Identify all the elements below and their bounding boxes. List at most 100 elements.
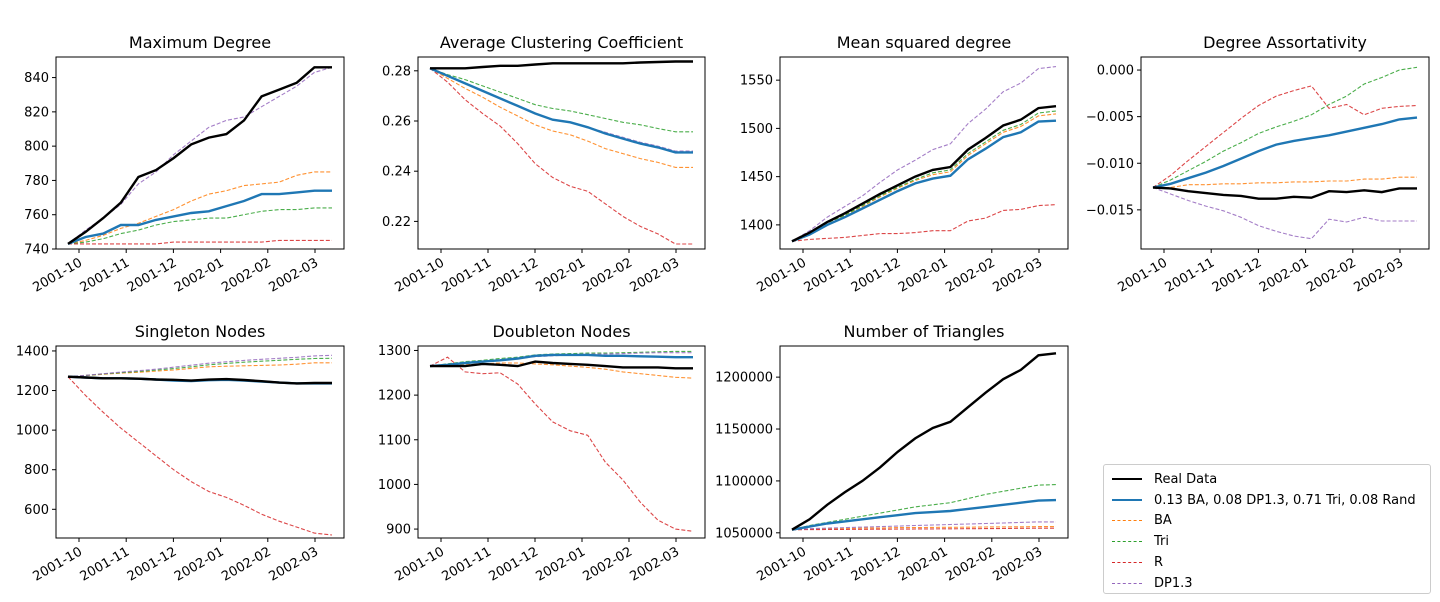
series-line-dp: [791, 66, 1057, 242]
x-tick-label: 2002-03: [990, 544, 1045, 584]
x-tick-label: 2002-01: [172, 544, 227, 584]
legend-label: DP1.3: [1154, 575, 1193, 591]
y-tick-label: 800: [24, 463, 49, 478]
x-tick-label: 2002-02: [219, 255, 274, 295]
legend-item: Real Data: [1112, 469, 1422, 490]
plot-frame: [779, 56, 1069, 250]
y-tick-label: −0.010: [1086, 157, 1134, 172]
series-line-r: [791, 527, 1056, 531]
y-tick-label: 1500: [740, 122, 773, 137]
x-tick-label: 2001-10: [1115, 255, 1170, 295]
legend-item: Tri: [1112, 531, 1422, 552]
x-tick-label: 2002-01: [896, 255, 951, 295]
y-tick-label: 820: [24, 105, 49, 120]
x-tick-label: 2001-10: [754, 544, 809, 584]
series-line-real: [430, 360, 693, 370]
plot-frame: [779, 345, 1069, 539]
x-tick-label: 2001-11: [439, 544, 494, 584]
x-tick-label: 2001-10: [392, 544, 447, 584]
x-tick-label: 2001-11: [439, 255, 494, 295]
x-tick-label: 2001-12: [849, 255, 904, 295]
x-tick-label: 2001-12: [1210, 255, 1265, 295]
legend-label: Tri: [1154, 534, 1169, 550]
x-tick-label: 2001-11: [78, 544, 133, 584]
series-line-real: [67, 375, 332, 385]
x-tick-label: 2002-03: [1351, 255, 1406, 295]
series-line-mix: [429, 67, 693, 154]
series-line-mix: [1152, 116, 1418, 189]
series-line-dp: [1152, 186, 1417, 240]
legend: Real Data 0.13 BA, 0.08 DP1.3, 0.71 Tri, …: [1103, 464, 1431, 594]
chart-panel: Singleton Nodes 600 800 1000 1200 1400 2001-10…: [16, 322, 345, 585]
y-tick-label: 760: [24, 208, 49, 223]
legend-swatch: [1112, 582, 1142, 584]
series-line-dp: [67, 354, 333, 378]
x-tick-label: 2001-12: [125, 544, 180, 584]
legend-label: R: [1154, 555, 1164, 571]
y-tick-label: 1100000: [715, 474, 773, 489]
x-tick-label: 2001-11: [78, 255, 133, 295]
x-tick-label: 2001-12: [849, 544, 904, 584]
x-tick-label: 2002-02: [1304, 255, 1359, 295]
x-tick-label: 2001-10: [30, 544, 85, 584]
y-tick-label: 0.28: [382, 64, 411, 79]
series-line-ba: [67, 362, 332, 378]
x-tick-label: 2002-02: [219, 544, 274, 584]
legend-swatch: [1112, 499, 1142, 502]
x-tick-label: 2002-02: [943, 544, 998, 584]
chart-panel: Average Clustering Coefficient 0.22 0.24 0.…: [382, 33, 706, 296]
series-line-mix: [429, 353, 693, 368]
series-line-tri: [791, 110, 1057, 242]
series-line-mix: [791, 498, 1057, 531]
y-tick-label: 0.000: [1097, 64, 1134, 79]
series-line-real: [791, 105, 1057, 243]
series-line-r: [1152, 85, 1418, 188]
x-tick-label: 2001-11: [802, 255, 857, 295]
chart-title: Average Clustering Coefficient: [440, 33, 683, 52]
x-tick-label: 2002-01: [533, 255, 588, 295]
x-tick-label: 2002-03: [627, 255, 682, 295]
y-tick-label: 1000: [378, 478, 411, 493]
legend-item: 0.13 BA, 0.08 DP1.3, 0.71 Tri, 0.08 Rand: [1112, 490, 1422, 511]
legend-swatch: [1112, 478, 1142, 481]
y-tick-label: 1200: [16, 384, 49, 399]
x-tick-label: 2001-12: [125, 255, 180, 295]
x-tick-label: 2002-01: [1257, 255, 1312, 295]
x-tick-label: 2002-03: [627, 544, 682, 584]
chart-title: Singleton Nodes: [135, 322, 266, 341]
series-line-r: [791, 204, 1057, 242]
y-tick-label: 740: [24, 243, 49, 258]
series-line-r: [68, 239, 332, 245]
series-line-real: [791, 352, 1057, 531]
x-tick-label: 2002-02: [943, 255, 998, 295]
series-line-real: [430, 60, 693, 70]
x-tick-label: 2002-03: [990, 255, 1045, 295]
series-line-ba: [791, 526, 1056, 531]
legend-swatch: [1112, 520, 1142, 522]
y-tick-label: 600: [24, 503, 49, 518]
x-tick-label: 2002-03: [266, 544, 321, 584]
legend-swatch: [1112, 562, 1142, 564]
x-tick-label: 2001-10: [30, 255, 85, 295]
y-tick-label: 0.26: [382, 115, 411, 130]
y-tick-label: 1450: [740, 170, 773, 185]
series-line-ba: [429, 67, 693, 168]
series-line-real: [67, 66, 332, 245]
y-tick-label: 800: [24, 140, 49, 155]
chart-panel: Mean squared degree 1400 1450 1500 1550 2001-…: [740, 33, 1069, 296]
series-line-r: [429, 356, 694, 532]
legend-item: DP1.3: [1112, 573, 1422, 594]
chart-panel: Doubleton Nodes 900 1000 1100 1200 1300 2001-1…: [378, 322, 706, 585]
y-tick-label: 1300: [378, 344, 411, 359]
x-tick-label: 2001-12: [486, 544, 541, 584]
series-line-r: [429, 67, 693, 245]
y-tick-label: 0.24: [382, 165, 411, 180]
chart-title: Mean squared degree: [837, 33, 1012, 52]
series-line-ba: [67, 171, 332, 245]
x-tick-label: 2001-12: [486, 255, 541, 295]
y-tick-label: −0.005: [1086, 110, 1134, 125]
x-tick-label: 2002-01: [896, 544, 951, 584]
y-tick-label: 780: [24, 174, 49, 189]
y-tick-label: 900: [386, 523, 411, 538]
x-tick-label: 2002-01: [172, 255, 227, 295]
